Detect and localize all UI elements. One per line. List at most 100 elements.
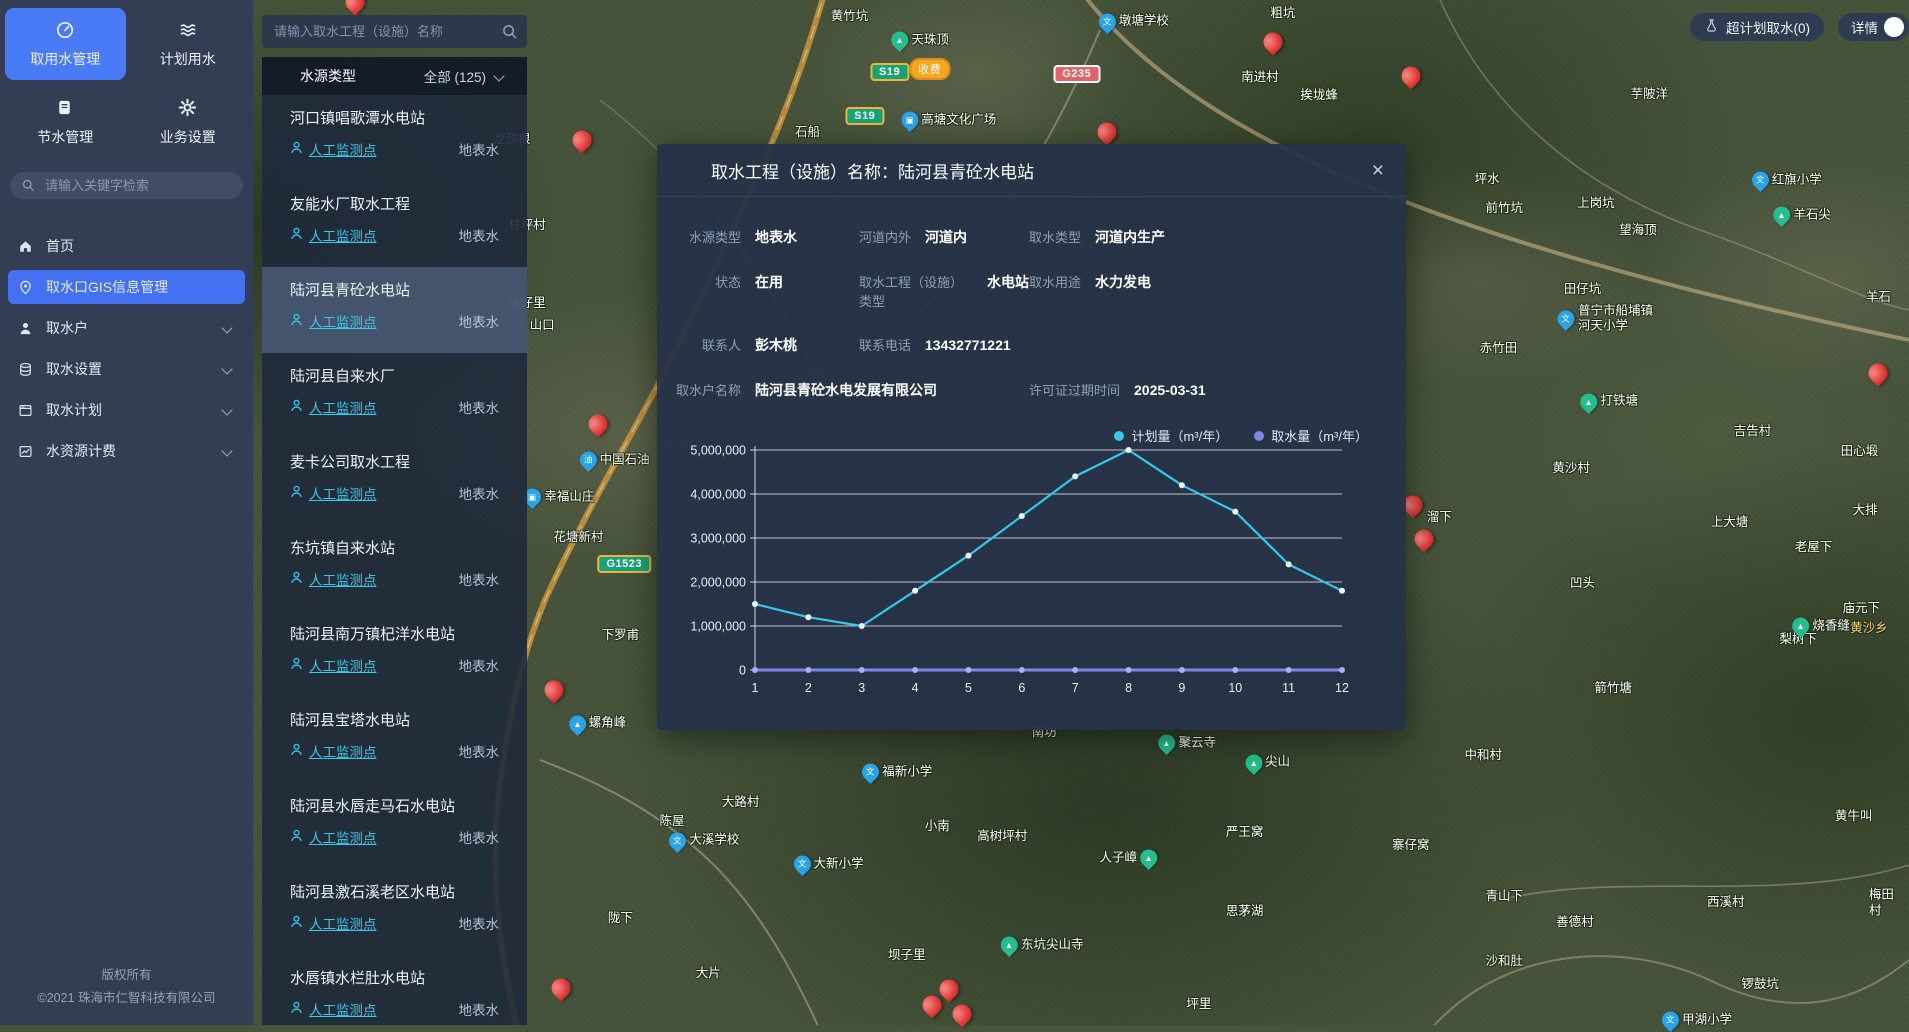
sidebar-item[interactable]: 取水计划 [8, 393, 245, 427]
poi-marker-icon: 文 [1658, 1007, 1683, 1032]
map-label: ▲ 打铁塘 [1577, 389, 1639, 414]
station-list-item[interactable]: 东坑镇自来水站 人工监测点 地表水 [262, 525, 527, 611]
monitor-type-link[interactable]: 人工监测点 [290, 397, 377, 417]
scenic-marker-icon: ▲ [1769, 203, 1794, 228]
map-label: 陇下 [608, 912, 633, 928]
sidebar-item[interactable]: 取水设置 [8, 352, 245, 386]
station-name: 陆河县激石溪老区水电站 [290, 884, 456, 901]
station-name: 陆河县自来水厂 [290, 368, 396, 385]
station-list-item[interactable]: 陆河县水唇走马石水电站 人工监测点 地表水 [262, 783, 527, 869]
sidebar-item[interactable]: 取水口GIS信息管理 [8, 270, 245, 304]
map-label-text: 粗坑 [1270, 6, 1296, 21]
intake-point-pin[interactable] [1415, 530, 1434, 549]
map-label: ▲ 羊石尖 [1769, 203, 1831, 228]
monitor-type-link[interactable]: 人工监测点 [290, 827, 377, 847]
field-label: 取水户名称 [675, 383, 741, 398]
close-icon[interactable]: × [1371, 158, 1384, 182]
intake-line-chart: 0 1,000,000 2,000,000 3,000,000 4,000,000 5,0… [690, 444, 1349, 696]
intake-point-pin[interactable] [1403, 495, 1422, 514]
map-label: 黄沙乡 [1850, 622, 1888, 638]
field-label: 联系人 [701, 338, 741, 353]
intake-point-pin[interactable] [1264, 33, 1283, 52]
intake-point-pin[interactable] [544, 681, 563, 700]
station-list-item[interactable]: 河口镇唱歌潭水电站 人工监测点 地表水 [262, 95, 527, 181]
intake-point-pin[interactable] [573, 130, 592, 149]
svg-text:0: 0 [739, 664, 746, 678]
module-switcher: 取用水管理 计划用水 节水管理 业务设置 [0, 0, 253, 158]
intake-point-pin[interactable] [1098, 123, 1117, 142]
person-icon [290, 485, 303, 501]
map-label-text: 庙元下 [1842, 601, 1881, 616]
monitor-type-link[interactable]: 人工监测点 [290, 225, 377, 245]
svg-text:4,000,000: 4,000,000 [690, 488, 746, 502]
road-badge: 收费 [909, 57, 951, 80]
filter-value-dropdown[interactable]: 全部 (125) [424, 66, 507, 86]
intake-point-pin[interactable] [552, 979, 571, 998]
toggle-knob[interactable] [1884, 17, 1904, 37]
water-source-type: 地表水 [458, 315, 500, 330]
station-list-item[interactable]: 陆河县宝塔水电站 人工监测点 地表水 [262, 697, 527, 783]
station-list-item[interactable]: 水唇镇水栏肚水电站 人工监测点 地表水 [262, 955, 527, 1025]
station-list-item[interactable]: 麦卡公司取水工程 人工监测点 地表水 [262, 439, 527, 525]
over-plan-intake-button[interactable]: 超计划取水(0) [1690, 13, 1824, 41]
map-label: 吉告村 [1734, 424, 1772, 440]
intake-point-pin[interactable] [922, 995, 941, 1014]
sidebar-item[interactable]: 首页 [8, 229, 245, 263]
field-label: 许可证过期时间 [1029, 383, 1121, 398]
water-source-type: 地表水 [458, 401, 500, 416]
map-label: 陈屋 [659, 814, 684, 830]
station-list-item[interactable]: 陆河县自来水厂 人工监测点 地表水 [262, 353, 527, 439]
intake-point-pin[interactable] [939, 980, 958, 999]
sidebar-item[interactable]: 取水户 [8, 311, 245, 345]
map-label-text: 福新小学 [882, 764, 933, 778]
svg-text:10: 10 [1228, 681, 1242, 695]
chevron-down-icon [221, 363, 233, 375]
legend-item[interactable]: 取水量（m³/年） [1254, 426, 1368, 445]
monitor-type-label: 人工监测点 [309, 401, 377, 416]
station-list-item[interactable]: 陆河县南万镇杞洋水电站 人工监测点 地表水 [262, 611, 527, 697]
station-search[interactable] [262, 15, 527, 48]
sidebar-search-input[interactable] [43, 177, 231, 194]
monitor-type-link[interactable]: 人工监测点 [290, 311, 377, 331]
station-name: 陆河县南万镇杞洋水电站 [290, 626, 456, 643]
sidebar-search[interactable] [10, 172, 243, 199]
station-search-input[interactable] [272, 23, 496, 40]
legend-item[interactable]: 计划量（m³/年） [1114, 426, 1228, 445]
station-list-item[interactable]: 陆河县激石溪老区水电站 人工监测点 地表水 [262, 869, 527, 955]
map-label: ▣ 高塘文化广场 [897, 107, 996, 132]
map-label: 文福新小学 [858, 759, 933, 784]
monitor-type-link[interactable]: 人工监测点 [290, 483, 377, 503]
map-label-text: 芋陂洋 [1630, 87, 1669, 102]
legend-label: 计划量（m³/年） [1131, 429, 1229, 444]
sidebar-item[interactable]: 水资源计费 [8, 434, 245, 468]
monitor-type-link[interactable]: 人工监测点 [290, 139, 377, 159]
monitor-type-link[interactable]: 人工监测点 [290, 741, 377, 761]
detail-toggle[interactable]: 详情 [1838, 13, 1909, 41]
module-3[interactable]: 节水管理 [5, 86, 126, 158]
intake-point-pin[interactable] [346, 0, 365, 12]
module-1[interactable]: 取用水管理 [5, 8, 126, 80]
station-list-item[interactable]: 友能水厂取水工程 人工监测点 地表水 [262, 181, 527, 267]
module-2[interactable]: 计划用水 [128, 8, 249, 80]
module-4[interactable]: 业务设置 [128, 86, 249, 158]
map-label: 前竹坑 [1486, 201, 1524, 217]
monitor-type-link[interactable]: 人工监测点 [290, 569, 377, 589]
map-label-text: 打铁塘 [1600, 393, 1639, 408]
person-icon [290, 399, 303, 415]
poi-marker-icon: ▲ [565, 711, 590, 736]
legend-dot [1114, 430, 1125, 441]
map-label: 庙元下 [1843, 601, 1881, 617]
intake-point-pin[interactable] [588, 414, 607, 433]
person-icon [290, 141, 303, 157]
monitor-type-label: 人工监测点 [309, 143, 377, 158]
legend-dot [1254, 430, 1265, 441]
map-label: 梨树下 [1780, 632, 1818, 648]
intake-point-pin[interactable] [953, 1004, 972, 1023]
monitor-type-link[interactable]: 人工监测点 [290, 913, 377, 933]
field-value: 2025-03-31 [1134, 382, 1206, 398]
monitor-type-link[interactable]: 人工监测点 [290, 655, 377, 675]
station-list-item[interactable]: 陆河县青砼水电站 人工监测点 地表水 [262, 267, 527, 353]
intake-point-pin[interactable] [1869, 364, 1888, 383]
monitor-type-link[interactable]: 人工监测点 [290, 999, 377, 1019]
intake-point-pin[interactable] [1401, 67, 1420, 86]
